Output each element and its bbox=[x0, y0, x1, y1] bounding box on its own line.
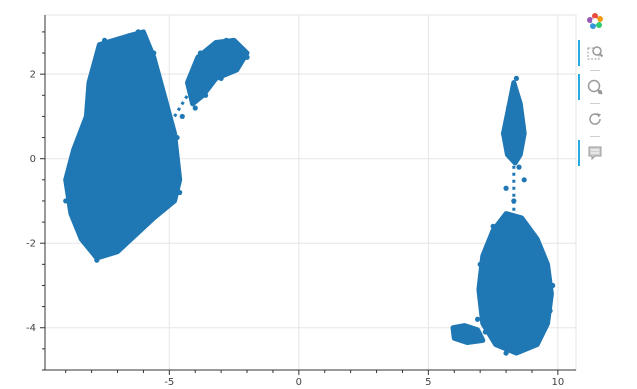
data-point bbox=[511, 147, 517, 153]
x-tick-label: -5 bbox=[164, 377, 174, 388]
x-tick-label: 0 bbox=[296, 377, 302, 388]
data-point bbox=[117, 244, 123, 251]
toolbar-divider bbox=[590, 103, 600, 104]
data-point bbox=[511, 198, 517, 204]
data-point bbox=[120, 198, 126, 204]
x-tick-label: 5 bbox=[425, 377, 431, 388]
data-point bbox=[135, 29, 141, 35]
data-point bbox=[104, 80, 110, 86]
data-point bbox=[218, 75, 224, 81]
data-point bbox=[500, 130, 507, 136]
axes: -5 0 5 10 -4 -2 0 2 bbox=[26, 15, 576, 388]
data-point bbox=[177, 189, 183, 196]
data-point bbox=[508, 257, 514, 263]
data-point bbox=[493, 240, 499, 246]
data-point bbox=[76, 156, 82, 162]
data-point bbox=[192, 105, 198, 111]
x-axis-ticks: -5 0 5 10 bbox=[65, 370, 565, 388]
wheel-zoom-icon[interactable] bbox=[578, 74, 608, 100]
data-point bbox=[508, 215, 514, 221]
reset-icon[interactable] bbox=[582, 106, 608, 132]
data-point bbox=[521, 177, 527, 183]
data-point bbox=[482, 329, 488, 335]
data-point bbox=[114, 156, 121, 162]
data-point bbox=[223, 37, 229, 43]
data-point bbox=[529, 299, 535, 305]
data-point bbox=[210, 63, 216, 69]
data-point bbox=[140, 164, 147, 170]
data-point bbox=[456, 325, 463, 331]
toolbar-divider bbox=[590, 70, 600, 71]
data-point bbox=[179, 113, 185, 120]
point-cloud-area bbox=[63, 29, 183, 261]
sparse-point-trail bbox=[173, 94, 189, 118]
data-point bbox=[550, 282, 556, 289]
data-point bbox=[78, 232, 84, 238]
toolbar-divider bbox=[590, 136, 600, 137]
data-point bbox=[513, 75, 520, 81]
point-cloud-area bbox=[185, 37, 250, 107]
data-point bbox=[474, 316, 481, 322]
y-tick-label: 0 bbox=[30, 154, 36, 165]
data-point bbox=[506, 105, 512, 111]
point-cloud-area bbox=[476, 211, 554, 356]
data-point bbox=[537, 257, 543, 263]
bokeh-logo-icon[interactable] bbox=[582, 8, 608, 34]
y-tick-label: -4 bbox=[26, 323, 36, 334]
plot-toolbar bbox=[578, 8, 618, 168]
data-point bbox=[187, 80, 193, 86]
data-point bbox=[477, 261, 483, 267]
y-tick-label: 2 bbox=[30, 70, 36, 81]
box-zoom-icon[interactable] bbox=[578, 40, 608, 66]
data-point bbox=[516, 282, 522, 289]
data-point bbox=[524, 342, 530, 348]
point-clusters bbox=[63, 29, 554, 356]
hover-tooltip-icon[interactable] bbox=[578, 140, 608, 166]
data-point bbox=[516, 164, 522, 170]
data-point bbox=[480, 295, 486, 301]
data-point bbox=[451, 331, 457, 337]
data-point bbox=[490, 223, 496, 229]
data-point bbox=[467, 337, 473, 344]
data-point bbox=[63, 198, 69, 204]
y-axis-ticks: -4 -2 0 2 bbox=[26, 31, 45, 371]
data-point bbox=[244, 54, 250, 60]
data-point bbox=[174, 134, 180, 141]
data-point bbox=[503, 185, 509, 191]
y-tick-label: -2 bbox=[26, 239, 36, 250]
data-point bbox=[89, 92, 95, 98]
data-point bbox=[101, 37, 108, 43]
data-point bbox=[151, 50, 157, 56]
data-point bbox=[547, 308, 553, 314]
data-point bbox=[498, 308, 504, 314]
data-point bbox=[526, 236, 532, 242]
data-point bbox=[127, 113, 134, 120]
data-point bbox=[158, 92, 165, 98]
data-point bbox=[94, 257, 100, 263]
data-point bbox=[534, 333, 540, 339]
x-tick-label: 10 bbox=[552, 377, 565, 388]
data-point bbox=[503, 350, 509, 356]
data-point bbox=[151, 206, 157, 213]
point-cloud-area bbox=[501, 80, 527, 166]
data-points bbox=[63, 29, 556, 356]
data-point bbox=[197, 50, 204, 56]
data-point bbox=[519, 122, 525, 128]
data-point bbox=[202, 92, 209, 98]
